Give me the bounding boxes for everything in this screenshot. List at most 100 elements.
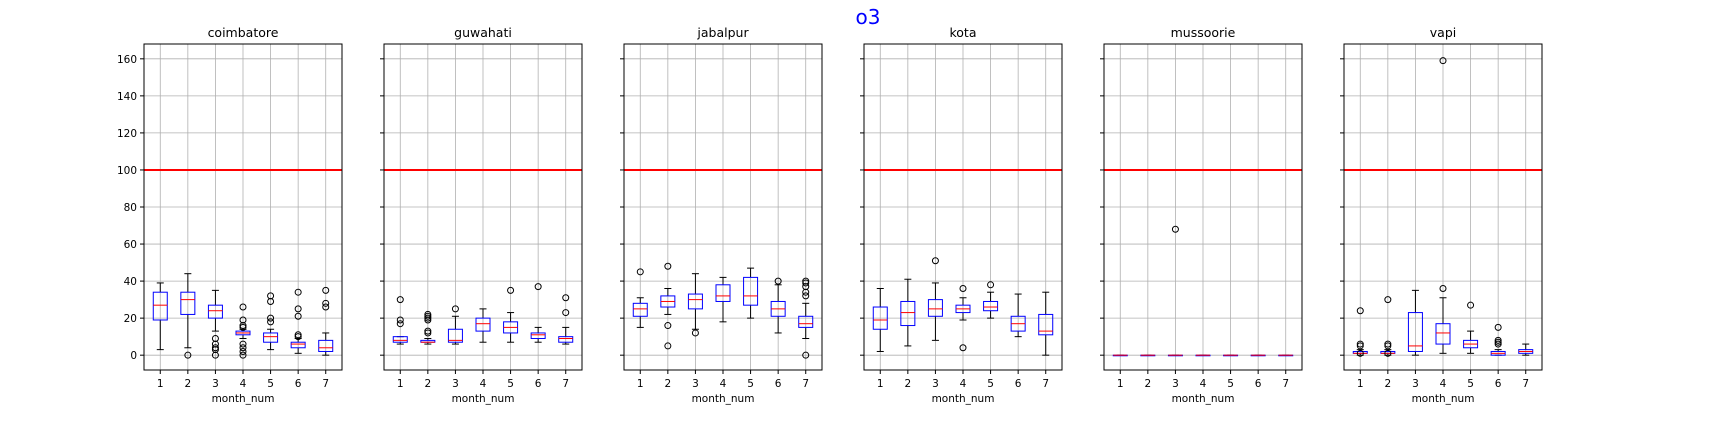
box-guwahati-month-1 xyxy=(392,296,408,345)
x-tick-label: 7 xyxy=(322,378,329,390)
outlier-point xyxy=(1439,57,1447,65)
outlier-point xyxy=(424,327,432,335)
outlier-point xyxy=(1439,285,1447,292)
x-tick-label: 7 xyxy=(562,378,569,390)
box-iqr xyxy=(798,315,814,328)
box-iqr xyxy=(392,336,408,343)
x-tick-label: 6 xyxy=(775,378,782,390)
box-jabalpur-month-7 xyxy=(798,277,814,359)
box-iqr xyxy=(558,336,574,343)
figure-suptitle: o3 xyxy=(856,5,881,29)
y-tick-label: 0 xyxy=(130,350,137,362)
outlier-point xyxy=(267,297,275,305)
outlier-point xyxy=(424,312,432,320)
box-coimbatore-month-2 xyxy=(180,273,196,359)
x-tick-label: 5 xyxy=(1227,378,1234,390)
box-jabalpur-month-2 xyxy=(660,262,676,350)
box-mussoorie-month-6 xyxy=(1250,354,1266,357)
box-kota-month-7 xyxy=(1038,291,1054,356)
outlier-point xyxy=(239,351,247,359)
x-tick-label: 6 xyxy=(535,378,542,390)
panel-guwahati: 1 2 3 4 5 6 7 month_num guwahati xyxy=(380,25,583,405)
outlier-point xyxy=(1384,342,1392,350)
outlier-point xyxy=(322,299,330,307)
outlier-point xyxy=(211,351,219,359)
outlier-point xyxy=(424,329,432,337)
y-tick-label: 120 xyxy=(117,128,137,140)
y-tick-label: 140 xyxy=(117,91,137,103)
outlier-point xyxy=(322,303,330,311)
box-coimbatore-month-1 xyxy=(152,282,168,351)
outlier-point xyxy=(1356,342,1364,350)
box-mussoorie-month-2 xyxy=(1140,354,1156,357)
y-tick-label: 80 xyxy=(124,202,137,214)
outlier-point xyxy=(294,312,302,320)
panel-mussoorie: 1 2 3 4 5 6 7 month_num mussoorie xyxy=(1100,25,1303,405)
x-tick-label: 6 xyxy=(1015,378,1022,390)
outlier-point xyxy=(294,331,302,339)
x-tick-label: 2 xyxy=(1145,378,1152,390)
y-tick-label: 60 xyxy=(124,239,137,251)
outlier-point xyxy=(396,296,404,304)
box-vapi-month-1 xyxy=(1352,307,1368,357)
panel-title: vapi xyxy=(1430,25,1456,40)
x-tick-label: 1 xyxy=(1357,378,1364,390)
outlier-point xyxy=(691,329,699,337)
box-vapi-month-5 xyxy=(1463,301,1479,354)
box-jabalpur-month-5 xyxy=(743,267,759,319)
box-guwahati-month-6 xyxy=(530,283,546,343)
x-tick-label: 3 xyxy=(212,378,219,390)
outlier-point xyxy=(424,316,432,324)
box-guwahati-month-2 xyxy=(420,310,436,345)
box-jabalpur-month-1 xyxy=(632,268,648,328)
outlier-point xyxy=(184,351,192,359)
outlier-point xyxy=(294,305,302,313)
box-iqr xyxy=(263,332,279,343)
outlier-point xyxy=(664,342,672,350)
panel-title: guwahati xyxy=(454,25,512,40)
x-tick-label: 5 xyxy=(987,378,994,390)
box-iqr xyxy=(927,299,943,317)
y-tick-label: 40 xyxy=(124,276,137,288)
box-iqr xyxy=(632,302,648,317)
y-tick-label: 20 xyxy=(124,313,137,325)
outlier-point xyxy=(424,314,432,322)
outlier-point xyxy=(322,286,330,294)
panel-jabalpur: 1 2 3 4 5 6 7 month_num jabalpur xyxy=(620,25,823,405)
x-tick-label: 2 xyxy=(425,378,432,390)
outlier-point xyxy=(802,279,810,287)
box-guwahati-month-5 xyxy=(503,286,519,343)
box-iqr xyxy=(475,317,491,332)
x-tick-label: 6 xyxy=(295,378,302,390)
outlier-point xyxy=(802,288,810,296)
outlier-point xyxy=(802,292,810,300)
outlier-point xyxy=(1467,301,1475,309)
box-iqr xyxy=(900,300,916,327)
box-coimbatore-month-7 xyxy=(318,286,334,356)
box-iqr xyxy=(1038,313,1054,336)
outlier-point xyxy=(239,340,247,348)
panel-title: kota xyxy=(949,25,976,40)
outlier-point xyxy=(294,288,302,296)
box-iqr xyxy=(290,341,306,349)
outlier-point xyxy=(507,286,515,294)
x-axis-label: month_num xyxy=(692,393,755,405)
box-vapi-month-2 xyxy=(1380,296,1396,357)
panel-kota: 1 2 3 4 5 6 7 month_num kota xyxy=(860,25,1063,405)
box-mussoorie-month-1 xyxy=(1112,354,1128,357)
box-iqr xyxy=(687,293,703,310)
outlier-point xyxy=(1356,340,1364,348)
box-kota-month-1 xyxy=(872,288,888,352)
box-iqr xyxy=(743,276,759,306)
box-coimbatore-month-3 xyxy=(207,289,223,359)
outlier-point xyxy=(1384,340,1392,348)
x-tick-label: 4 xyxy=(720,378,727,390)
outlier-point xyxy=(774,277,782,285)
box-kota-month-2 xyxy=(900,278,916,347)
y-tick-label: 100 xyxy=(117,165,137,177)
outlier-point xyxy=(1171,225,1179,233)
outlier-point xyxy=(987,281,995,289)
box-guwahati-month-7 xyxy=(558,294,574,345)
box-iqr xyxy=(180,291,196,315)
